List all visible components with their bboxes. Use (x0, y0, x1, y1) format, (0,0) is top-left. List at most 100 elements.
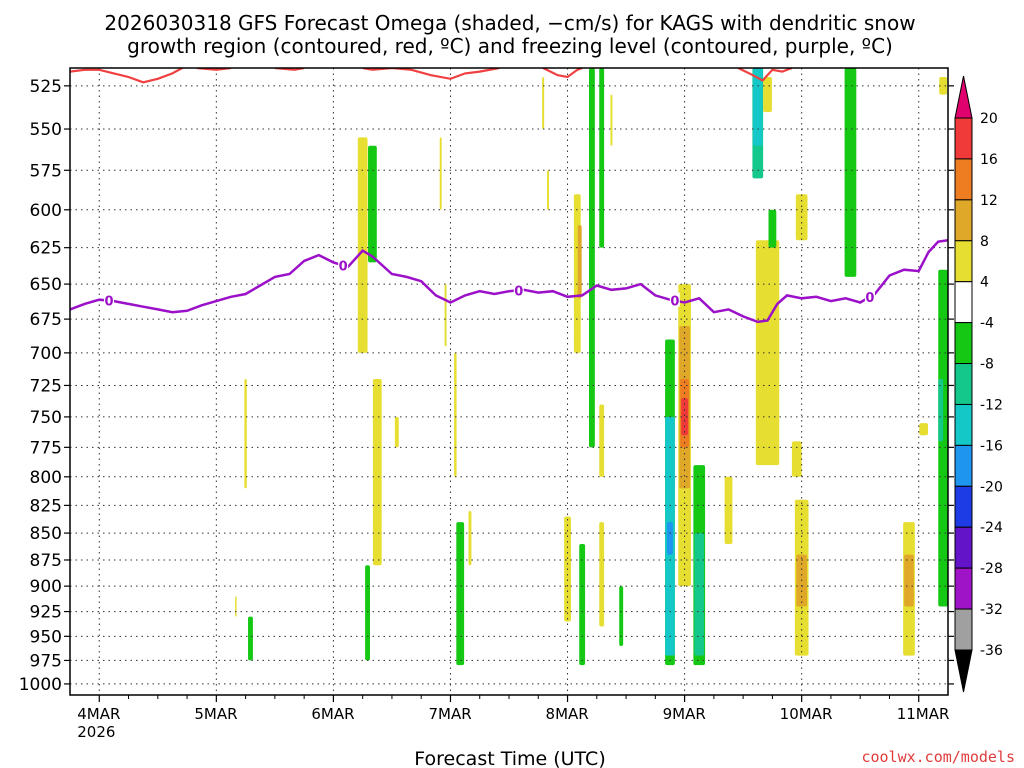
omega-cell (694, 533, 705, 656)
colorbar-label: -16 (980, 438, 1003, 454)
y-tick-label: 625 (30, 239, 62, 259)
colorbar-bin (954, 485, 973, 528)
freezing-level-label: 0 (865, 291, 874, 306)
freezing-level-label-bg (104, 292, 115, 307)
dgz-contour-line (362, 68, 500, 80)
omega-cell (610, 94, 613, 146)
colorbar-bin (954, 444, 973, 487)
omega-cell (248, 616, 253, 661)
freezing-level-label: 0 (670, 295, 679, 310)
y-tick-label: 900 (30, 577, 62, 597)
x-tick-sublabel: 2026 (77, 723, 115, 741)
x-tick-label: 10MAR (780, 705, 833, 723)
freezing-level-line (70, 238, 948, 324)
omega-cell (439, 137, 442, 210)
colorbar-label: -8 (980, 357, 994, 373)
freezing-level-label-bg (513, 282, 524, 297)
freezing-level-label: 0 (339, 259, 348, 274)
y-tick-label: 825 (30, 496, 62, 516)
omega-shading (235, 68, 948, 666)
y-tick-label: 650 (30, 275, 62, 295)
x-axis-label: Forecast Time (UTC) (414, 748, 605, 768)
chart-title-line-2: growth region (contoured, red, ºC) and f… (127, 34, 893, 58)
dgz-contour-line (737, 68, 793, 82)
omega-cell (599, 404, 605, 477)
colorbar-label: 16 (980, 152, 998, 168)
y-tick-label: 525 (30, 77, 62, 97)
omega-cell (768, 209, 777, 248)
freezing-level-label-bg (669, 292, 680, 307)
omega-cell (939, 76, 948, 95)
omega-cell (763, 76, 772, 112)
omega-cell (394, 416, 399, 448)
dgz-contour (70, 68, 793, 84)
colorbar-bin (954, 240, 973, 283)
grid (70, 68, 948, 695)
x-tick-label: 8MAR (546, 705, 589, 723)
omega-cell (547, 170, 549, 210)
colorbar-label: 8 (980, 234, 989, 250)
omega-cell (368, 145, 377, 263)
omega-cell (844, 68, 857, 277)
omega-cell (468, 510, 472, 566)
omega-cell (365, 565, 370, 661)
omega-cell (244, 379, 247, 489)
dgz-contour-line (70, 68, 183, 84)
colorbar-bin (954, 281, 973, 324)
colorbar-label: -24 (980, 520, 1003, 536)
y-tick-label: 575 (30, 161, 62, 181)
y-tick-label: 700 (30, 344, 62, 364)
y-tick-label: 675 (30, 310, 62, 330)
x-tick-label: 11MAR (897, 705, 950, 723)
plot-area: 0 0 0 0 0 525 550 575 600 625 650 675 700 725 750 775 80… (19, 67, 954, 741)
y-tick-label: 950 (30, 627, 62, 647)
x-tick-label: 4MAR (77, 705, 120, 723)
freezing-level-label: 0 (104, 295, 113, 310)
colorbar-bin (954, 608, 973, 651)
y-tick-label: 725 (30, 376, 62, 396)
colorbar: 20 16 12 8 4 -4 -8 -12 -16 -20 -24 -28 -32 -36 (954, 75, 1003, 693)
omega-cell (619, 586, 624, 647)
x-tick-label: 9MAR (663, 705, 706, 723)
omega-cell (372, 379, 382, 566)
colorbar-label: -28 (980, 561, 1003, 577)
x-tick-label: 5MAR (194, 705, 237, 723)
chart-title-line-1: 2026030318 GFS Forecast Omega (shaded, −… (104, 11, 915, 35)
freezing-level-label: 0 (514, 284, 523, 299)
y-tick-label: 600 (30, 201, 62, 221)
colorbar-label: -20 (980, 479, 1003, 495)
omega-cell (579, 543, 586, 666)
colorbar-label: -36 (980, 643, 1003, 659)
y-tick-label: 925 (30, 603, 62, 623)
omega-cell (454, 352, 457, 477)
colorbar-label: 4 (980, 275, 989, 291)
omega-cell (938, 379, 944, 442)
y-tick-label: 750 (30, 408, 62, 428)
freezing-level-label-bg (864, 288, 875, 303)
x-tick-label: 7MAR (428, 705, 471, 723)
colorbar-label: -4 (980, 316, 994, 332)
omega-cell (235, 596, 237, 617)
omega-cell (904, 554, 914, 607)
omega-cell (357, 137, 368, 353)
colorbar-bin (954, 363, 973, 405)
y-tick-label: 975 (30, 651, 62, 671)
omega-cell (542, 76, 545, 130)
colorbar-bottom-triangle (954, 649, 973, 693)
omega-cell (791, 441, 802, 477)
colorbar-top-triangle (954, 75, 973, 119)
y-tick-label: 850 (30, 524, 62, 544)
freezing-level-label-bg (338, 257, 349, 272)
colorbar-bin (954, 526, 973, 569)
colorbar-label: 12 (980, 193, 998, 209)
colorbar-bin (954, 567, 973, 610)
omega-cell (444, 284, 447, 347)
omega-cell (724, 476, 733, 544)
colorbar-bin (954, 322, 973, 365)
colorbar-label: -12 (980, 397, 1003, 413)
omega-cell (755, 240, 780, 466)
omega-cell (681, 398, 689, 436)
colorbar-bin (954, 117, 973, 160)
y-tick-label: 550 (30, 120, 62, 140)
